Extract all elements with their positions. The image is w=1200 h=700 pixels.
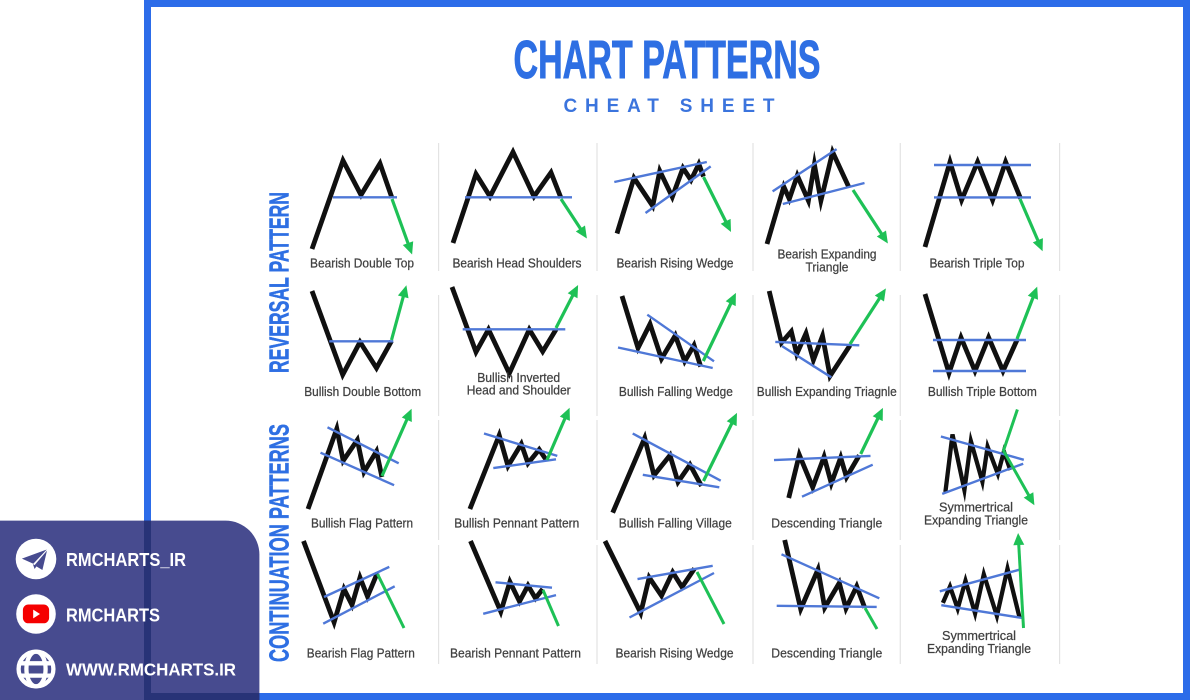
svg-text:Expanding Triangle: Expanding Triangle [924,513,1028,528]
svg-text:RMCHARTS: RMCHARTS [66,604,160,625]
svg-text:Bullish Falling Village: Bullish Falling Village [619,516,732,531]
svg-text:Descending Triangle: Descending Triangle [771,645,882,660]
svg-text:WWW.RMCHARTS.IR: WWW.RMCHARTS.IR [66,659,236,679]
svg-text:Descending Triangle: Descending Triangle [771,516,882,531]
svg-text:Bullish Flag Pattern: Bullish Flag Pattern [311,516,413,531]
svg-text:Bearish Double Top: Bearish Double Top [310,256,414,271]
svg-text:Bearish Head Shoulders: Bearish Head Shoulders [453,256,582,271]
svg-text:CHART PATTERNS: CHART PATTERNS [514,30,821,90]
svg-text:Expanding Triangle: Expanding Triangle [927,641,1031,656]
svg-text:Triangle: Triangle [806,259,849,274]
svg-text:Bullish Double Bottom: Bullish Double Bottom [304,384,421,399]
svg-text:CHEAT SHEET: CHEAT SHEET [564,96,783,117]
svg-text:Bearish Expanding: Bearish Expanding [778,247,877,262]
svg-text:Bullish Expanding Triagnle: Bullish Expanding Triagnle [757,384,897,399]
svg-text:Bearish Triple Top: Bearish Triple Top [930,256,1025,271]
svg-text:Bullish Falling Wedge: Bullish Falling Wedge [619,384,733,399]
svg-text:RMCHARTS_IR: RMCHARTS_IR [66,549,186,570]
svg-text:Bearish Pennant Pattern: Bearish Pennant Pattern [450,645,581,660]
svg-text:Bearish Flag Pattern: Bearish Flag Pattern [307,645,415,660]
svg-text:Bullish Pennant Pattern: Bullish Pennant Pattern [454,516,579,531]
svg-text:Head and Shoulder: Head and Shoulder [467,382,572,397]
svg-text:Symmertrical: Symmertrical [939,500,1013,515]
svg-text:Bullish Triple Bottom: Bullish Triple Bottom [928,384,1037,399]
svg-text:CONTINUATION PATTERNS: CONTINUATION PATTERNS [264,424,295,662]
svg-text:Bearish Rising Wedge: Bearish Rising Wedge [617,256,734,271]
svg-text:Bearish Rising Wedge: Bearish Rising Wedge [616,645,734,660]
svg-text:Symmertrical: Symmertrical [942,628,1016,643]
svg-text:REVERSAL PATTERN: REVERSAL PATTERN [264,192,295,373]
svg-text:Bullish Inverted: Bullish Inverted [477,370,560,385]
